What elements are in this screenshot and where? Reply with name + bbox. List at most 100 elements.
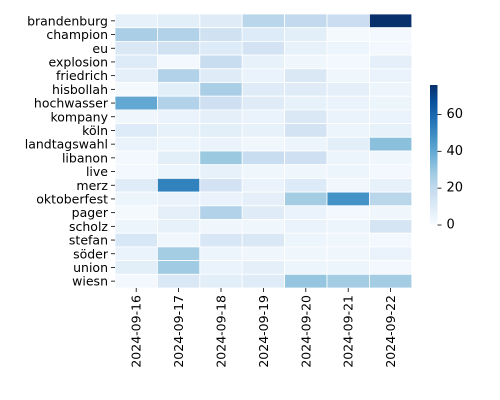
- column-label: 2024-09-20: [298, 295, 313, 368]
- heatmap-cell: [199, 150, 243, 166]
- heatmap-cell: [241, 68, 285, 83]
- heatmap-cell: [368, 13, 413, 29]
- heatmap-cell: [368, 191, 413, 207]
- heatmap-cell: [284, 54, 328, 70]
- heatmap-cell: [241, 27, 285, 42]
- heatmap-cell: [199, 205, 243, 220]
- heatmap-cell: [241, 41, 285, 56]
- heatmap-cell: [114, 109, 158, 125]
- heatmap-cell: [156, 68, 201, 83]
- row-label: eu: [92, 41, 108, 56]
- heatmap-cell: [241, 123, 285, 138]
- heatmap-cell: [326, 205, 370, 220]
- heatmap-cell: [156, 219, 201, 234]
- heatmap-cell: [284, 41, 328, 56]
- heatmap-cell: [326, 260, 370, 275]
- heatmap-cell: [241, 54, 285, 70]
- heatmap-cell: [284, 82, 328, 97]
- heatmap-cell: [199, 82, 243, 97]
- column-label: 2024-09-22: [383, 295, 398, 368]
- heatmap-cell: [368, 136, 413, 152]
- heatmap-cell: [284, 27, 328, 42]
- heatmap-cell: [156, 41, 201, 56]
- heatmap-cell: [156, 232, 201, 248]
- colorbar-tick-label: 20: [447, 181, 464, 196]
- heatmap-cell: [241, 273, 285, 289]
- heatmap-cell: [368, 150, 413, 166]
- row-label: union: [73, 260, 108, 275]
- heatmap-cell: [114, 164, 158, 179]
- heatmap-cell: [368, 164, 413, 179]
- heatmap-cell: [368, 82, 413, 97]
- row-label: söder: [73, 246, 109, 261]
- heatmap-cell: [284, 68, 328, 83]
- row-label: libanon: [62, 150, 108, 165]
- heatmap-cell: [114, 246, 158, 261]
- heatmap-cell: [241, 219, 285, 234]
- heatmap-cell: [114, 273, 158, 289]
- colorbar-gradient: [430, 85, 438, 225]
- heatmap-cell: [326, 191, 370, 207]
- heatmap-cell: [199, 177, 243, 193]
- column-label: 2024-09-16: [129, 295, 144, 368]
- heatmap-cell: [284, 123, 328, 138]
- heatmap-cell: [156, 164, 201, 179]
- row-label: scholz: [69, 219, 108, 234]
- column-labels: 2024-09-16 2024-09-17 2024-09-18 2024-09-19…: [129, 288, 398, 368]
- heatmap-cell: [241, 164, 285, 179]
- heatmap-cell: [284, 177, 328, 193]
- heatmap-cell: [156, 205, 201, 220]
- heatmap-cell: [199, 13, 243, 29]
- heatmap-cell: [326, 68, 370, 83]
- heatmap-cell: [326, 123, 370, 138]
- heatmap-cell: [199, 68, 243, 83]
- heatmap-cell: [368, 54, 413, 70]
- heatmap-cell: [326, 164, 370, 179]
- heatmap-cell: [199, 273, 243, 289]
- heatmap-cell: [114, 82, 158, 97]
- row-label: hisbollah: [52, 82, 108, 97]
- heatmap-cell: [199, 164, 243, 179]
- heatmap-cell: [326, 273, 370, 289]
- heatmap-cell: [326, 177, 370, 193]
- heatmap-cell: [326, 232, 370, 248]
- heatmap-cell: [368, 177, 413, 193]
- heatmap-cell: [368, 273, 413, 289]
- heatmap-cell: [368, 123, 413, 138]
- heatmap-cell: [156, 150, 201, 166]
- column-label: 2024-09-17: [171, 295, 186, 368]
- heatmap-cell: [368, 27, 413, 42]
- row-label: köln: [82, 123, 108, 138]
- heatmap-cell: [156, 260, 201, 275]
- column-label: 2024-09-19: [256, 295, 271, 368]
- heatmap-cell: [284, 273, 328, 289]
- heatmap-cell: [156, 13, 201, 29]
- heatmap-cell: [284, 109, 328, 125]
- heatmap-cell: [326, 41, 370, 56]
- heatmap-cell: [199, 191, 243, 207]
- heatmap-cell: [199, 136, 243, 152]
- heatmap-cell: [199, 109, 243, 125]
- heatmap-cell: [199, 27, 243, 42]
- row-label: wiesn: [72, 274, 108, 289]
- heatmap-cell: [199, 41, 243, 56]
- heatmap-cell: [241, 260, 285, 275]
- heatmap-cell: [114, 219, 158, 234]
- heatmap-cell: [241, 136, 285, 152]
- heatmap-cell: [156, 27, 201, 42]
- row-labels: brandenburgchampioneuexplosionfriedrichh…: [25, 13, 115, 289]
- heatmap-cell: [114, 41, 158, 56]
- heatmap-cell: [114, 150, 158, 166]
- heatmap-cell: [114, 191, 158, 207]
- heatmap-cell: [284, 150, 328, 166]
- heatmap-cell: [199, 219, 243, 234]
- heatmap-cell: [114, 123, 158, 138]
- heatmap-cell: [284, 260, 328, 275]
- heatmap-cell: [114, 54, 158, 70]
- heatmap-cell: [326, 82, 370, 97]
- heatmap-cell: [368, 41, 413, 56]
- heatmap-cell: [114, 136, 158, 152]
- heatmap-cell: [368, 232, 413, 248]
- heatmap-cell: [114, 27, 158, 42]
- heatmap-cell: [156, 273, 201, 289]
